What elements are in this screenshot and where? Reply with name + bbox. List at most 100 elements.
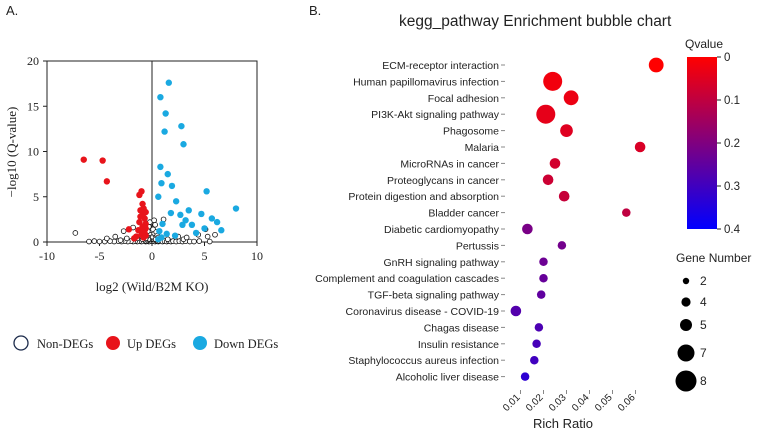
bubble-point — [536, 104, 556, 124]
legend-up-degs-marker — [106, 336, 120, 350]
bubble-category-label: Phagosome — [443, 126, 499, 138]
non-degs-point — [151, 217, 157, 224]
bubble-category-label: Focal adhesion — [428, 93, 499, 105]
colorbar-ticks: 0 0.1 0.2 0.3 0.4 — [717, 52, 741, 236]
volcano-y-tick-label: 5 — [33, 190, 39, 204]
volcano-y-tick-label: 20 — [27, 54, 39, 68]
colorbar-tick-label: 0.2 — [724, 138, 740, 150]
bubble-category-label: ECM-receptor interaction — [382, 60, 499, 72]
non-degs-point — [117, 237, 124, 243]
down-degs-point — [155, 193, 162, 200]
non-degs-point — [91, 238, 98, 244]
down-degs-point — [172, 198, 180, 205]
panel-a-label: A. — [6, 3, 18, 18]
bubble-category-label: Diabetic cardiomyopathy — [384, 224, 500, 236]
bubble-point — [622, 208, 631, 217]
up-degs-point — [125, 226, 133, 233]
panel-b-label: B. — [309, 3, 321, 18]
bubble-x-tick-label: 0.04 — [570, 392, 592, 414]
size-legend-label: 8 — [700, 374, 707, 388]
down-degs-point — [185, 207, 192, 214]
volcano-x-tick-label: 5 — [202, 249, 208, 263]
bubble-point — [539, 273, 548, 283]
bubble-category-label: Staphylococcus aureus infection — [348, 355, 499, 367]
qvalue-colorbar — [687, 57, 717, 229]
up-degs-point — [142, 208, 149, 216]
bubble-x-tick-label: 0.05 — [593, 392, 615, 414]
bubble-category-label: MicroRNAs in cancer — [400, 158, 499, 170]
bubble-category-label: Insulin resistance — [418, 339, 499, 351]
size-legend-marker — [680, 319, 692, 331]
non-degs-point — [104, 235, 110, 242]
down-degs-point — [157, 163, 164, 171]
up-degs-point — [103, 178, 111, 185]
colorbar-title: Qvalue — [685, 37, 723, 51]
non-degs-point — [120, 228, 127, 234]
size-legend-title: Gene Number — [676, 251, 751, 265]
down-degs-point — [177, 211, 184, 219]
down-degs-point — [198, 210, 205, 218]
bubble-category-label: GnRH signaling pathway — [383, 257, 499, 269]
non-degs-point — [204, 233, 211, 240]
bubble-point — [532, 339, 541, 349]
size-legend-marker — [675, 370, 697, 392]
size-legend-label: 4 — [700, 295, 707, 309]
down-degs-point — [180, 141, 187, 148]
bubble-category-label: PI3K-Akt signaling pathway — [371, 109, 500, 121]
bubble-point — [558, 190, 570, 202]
down-degs-point — [167, 209, 175, 217]
down-degs-point — [157, 94, 164, 101]
non-degs-point — [164, 236, 171, 243]
volcano-points — [72, 79, 240, 245]
colorbar-tick-label: 0.4 — [724, 224, 741, 236]
bubble-x-tick-label: 0.01 — [501, 392, 523, 414]
bubble-x-tick-label: 0.02 — [524, 392, 546, 414]
up-degs-point — [138, 188, 145, 195]
down-degs-point — [155, 236, 162, 243]
non-degs-point — [152, 222, 158, 228]
colorbar-tick-label: 0 — [724, 52, 730, 64]
bubble-point — [634, 141, 646, 153]
bubble-point — [542, 174, 554, 186]
up-degs-point — [130, 235, 138, 242]
size-legend-marker — [677, 344, 695, 362]
bubble-category-label: Coronavirus disease - COVID-19 — [346, 306, 500, 318]
volcano-x-tick-label: -10 — [39, 249, 55, 263]
bubble-category-label: Pertussis — [456, 240, 499, 252]
down-degs-point — [192, 229, 200, 237]
volcano-plot: -10 -5 0 5 10 0 5 10 15 20 — [27, 54, 263, 263]
legend-non-degs-marker — [13, 335, 29, 351]
down-degs-point — [162, 110, 169, 117]
bubble-category-labels: ECM-receptor interaction Human papillomav… — [315, 60, 505, 384]
down-degs-point — [188, 221, 196, 229]
up-degs-point — [99, 157, 106, 164]
down-degs-point — [158, 179, 165, 187]
up-degs-point — [80, 156, 87, 163]
size-legend-label: 7 — [700, 346, 707, 360]
bubble-x-axis-label: Rich Ratio — [533, 416, 593, 431]
bubble-points — [510, 57, 664, 381]
non-degs-point — [86, 238, 92, 245]
down-degs-point — [208, 215, 216, 222]
down-degs-point — [159, 220, 166, 228]
down-degs-point — [182, 217, 189, 224]
legend-down-degs-marker — [193, 336, 207, 350]
down-degs-point — [161, 128, 168, 135]
up-degs-point — [139, 228, 146, 236]
non-degs-point — [206, 238, 213, 245]
bubble-category-label: Bladder cancer — [428, 208, 499, 220]
volcano-y-ticks: 0 5 10 15 20 — [27, 54, 47, 249]
bubble-category-label: Proteoglycans in cancer — [387, 175, 500, 187]
bubble-point — [534, 323, 544, 332]
volcano-y-tick-label: 10 — [27, 145, 39, 159]
volcano-legend: Non-DEGs Up DEGs Down DEGs — [13, 335, 278, 351]
bubble-category-label: Complement and coagulation cascades — [315, 273, 499, 285]
bubble-category-label: Chagas disease — [424, 322, 499, 334]
size-legend-marker — [681, 297, 691, 307]
down-degs-point — [156, 227, 163, 235]
bubble-point — [539, 257, 548, 267]
bubble-point — [560, 124, 573, 137]
bubble-point — [563, 90, 579, 106]
bubble-category-label: Human papillomavirus infection — [353, 76, 499, 88]
legend-up-degs-label: Up DEGs — [127, 337, 176, 351]
